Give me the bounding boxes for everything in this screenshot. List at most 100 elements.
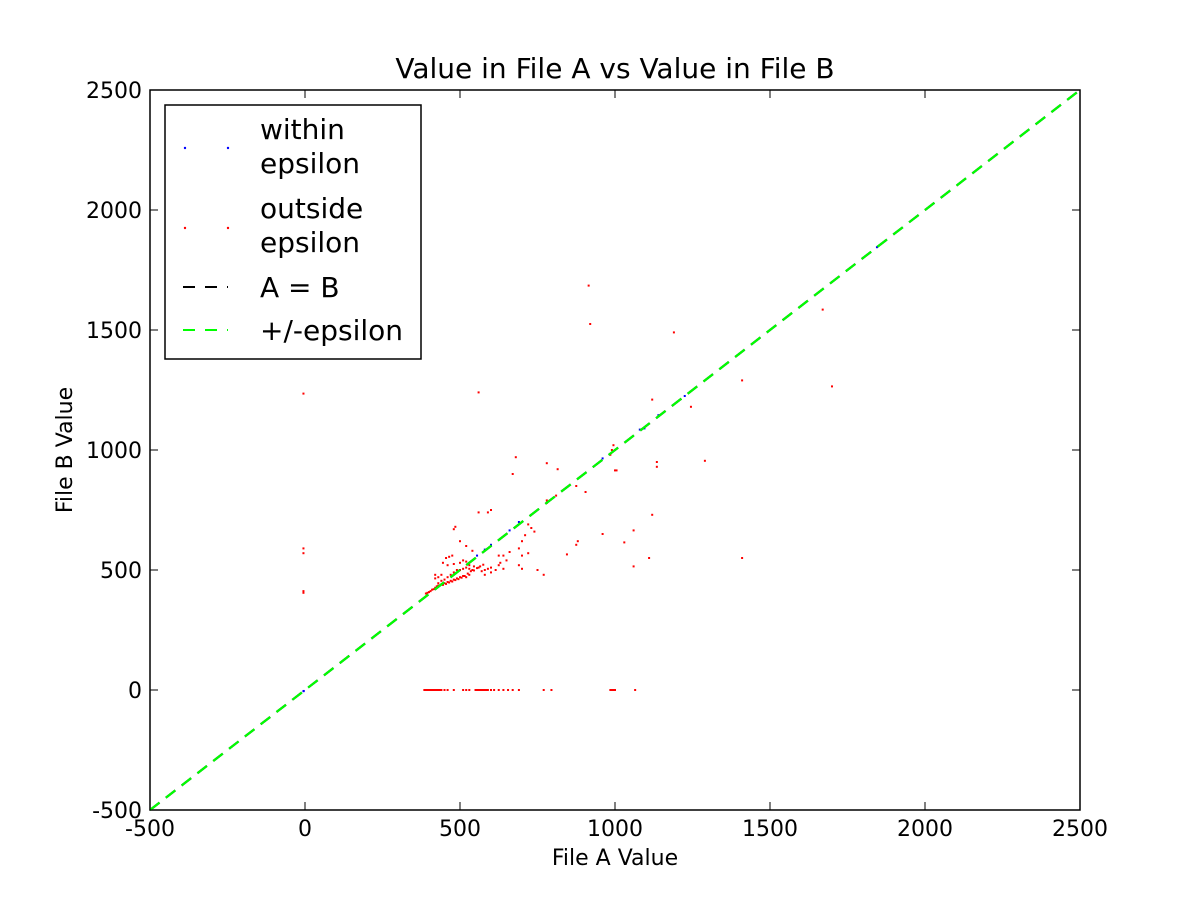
outside-epsilon-point	[612, 689, 615, 691]
outside-epsilon-point	[511, 473, 514, 475]
outside-epsilon-point	[443, 689, 446, 691]
outside-epsilon-point	[486, 689, 489, 691]
outside-epsilon-point	[485, 689, 488, 691]
legend-within-marker-2	[226, 146, 230, 150]
outside-epsilon-point	[465, 560, 468, 563]
outside-epsilon-point	[434, 586, 437, 589]
outside-epsilon-point	[499, 561, 502, 564]
outside-epsilon-point	[483, 569, 486, 571]
outside-epsilon-point	[434, 573, 437, 576]
outside-epsilon-point	[437, 689, 440, 691]
outside-epsilon-point	[587, 284, 590, 287]
within-epsilon-point	[683, 395, 686, 397]
outside-epsilon-point	[703, 459, 706, 462]
outside-epsilon-point	[472, 565, 475, 568]
outside-epsilon-point	[575, 485, 578, 487]
x-tick-label: 1500	[742, 817, 798, 842]
legend-box	[164, 104, 422, 360]
outside-epsilon-point	[542, 573, 545, 576]
outside-epsilon-point	[521, 554, 523, 557]
x-axis-ticks: -500 0 500 1000 1500 2000 2500	[125, 90, 1108, 842]
points-layer	[302, 246, 878, 693]
outside-epsilon-point	[482, 563, 485, 566]
outside-epsilon-point	[440, 579, 443, 582]
outside-epsilon-point	[432, 689, 435, 691]
x-tick-label: 2000	[897, 817, 953, 842]
outside-epsilon-point	[527, 552, 530, 555]
outside-epsilon-point	[689, 405, 692, 408]
outside-epsilon-point	[507, 689, 510, 691]
outside-epsilon-point	[483, 573, 486, 576]
within-epsilon-point	[875, 246, 878, 249]
outside-epsilon-point	[651, 398, 654, 401]
outside-epsilon-point	[536, 569, 539, 571]
outside-epsilon-point	[490, 566, 492, 569]
outside-epsilon-point	[459, 576, 461, 579]
outside-epsilon-point	[493, 689, 496, 691]
outside-epsilon-point	[502, 689, 505, 691]
outside-epsilon-point	[576, 540, 579, 543]
outside-epsilon-point	[497, 554, 500, 557]
outside-epsilon-point	[426, 689, 429, 691]
outside-epsilon-point	[454, 525, 457, 528]
outside-epsilon-point	[545, 499, 548, 502]
outside-epsilon-point	[517, 547, 520, 550]
outside-epsilon-point	[480, 689, 483, 691]
outside-epsilon-point	[623, 541, 626, 544]
outside-epsilon-point	[451, 580, 454, 583]
outside-epsilon-point	[462, 689, 465, 691]
outside-epsilon-point	[428, 689, 430, 691]
outside-epsilon-point	[429, 590, 432, 593]
outside-epsilon-point	[441, 561, 444, 564]
outside-epsilon-point	[452, 571, 455, 574]
outside-epsilon-point	[459, 569, 461, 571]
outside-epsilon-point	[476, 567, 479, 570]
outside-epsilon-point	[651, 513, 654, 516]
outside-epsilon-point	[445, 582, 448, 585]
outside-epsilon-point	[455, 577, 458, 580]
outside-epsilon-point	[479, 565, 482, 568]
outside-epsilon-point	[527, 523, 530, 526]
outside-epsilon-point	[634, 689, 637, 691]
outside-epsilon-point	[472, 569, 475, 572]
outside-epsilon-point	[471, 549, 474, 552]
outside-epsilon-point	[424, 689, 427, 691]
outside-epsilon-point	[831, 385, 833, 388]
outside-epsilon-point	[452, 563, 455, 565]
y-tick-label: 1000	[86, 439, 142, 464]
x-tick-label: -500	[125, 817, 175, 842]
outside-epsilon-point	[648, 557, 651, 559]
y-tick-label: -500	[92, 799, 142, 824]
outside-epsilon-point	[521, 540, 523, 543]
outside-epsilon-point	[441, 583, 444, 586]
outside-epsilon-point	[446, 689, 449, 691]
within-epsilon-point	[302, 689, 305, 692]
outside-epsilon-point	[490, 509, 492, 511]
outside-epsilon-point	[672, 331, 675, 334]
outside-epsilon-point	[609, 689, 612, 691]
outside-epsilon-point	[448, 555, 451, 558]
within-epsilon-point	[601, 457, 604, 460]
outside-epsilon-point	[505, 559, 508, 562]
outside-epsilon-point	[463, 575, 466, 577]
outside-epsilon-point	[632, 529, 635, 532]
outside-epsilon-point	[302, 392, 305, 395]
outside-epsilon-point	[589, 323, 592, 325]
outside-epsilon-point	[443, 578, 446, 581]
outside-epsilon-point	[429, 689, 432, 691]
outside-epsilon-point	[741, 379, 744, 382]
outside-epsilon-point	[469, 570, 472, 573]
outside-epsilon-point	[434, 577, 437, 580]
x-tick-label: 500	[439, 817, 481, 842]
outside-epsilon-point	[486, 567, 489, 570]
outside-epsilon-point	[514, 456, 517, 459]
outside-epsilon-point	[545, 462, 548, 465]
y-tick-label: 2000	[86, 199, 142, 224]
outside-epsilon-point	[438, 689, 441, 691]
outside-epsilon-point	[465, 545, 468, 547]
outside-epsilon-point	[655, 465, 658, 468]
x-axis-label: File A Value	[552, 846, 678, 871]
outside-epsilon-point	[302, 547, 305, 550]
outside-epsilon-point	[302, 552, 305, 555]
outside-epsilon-point	[614, 469, 616, 472]
